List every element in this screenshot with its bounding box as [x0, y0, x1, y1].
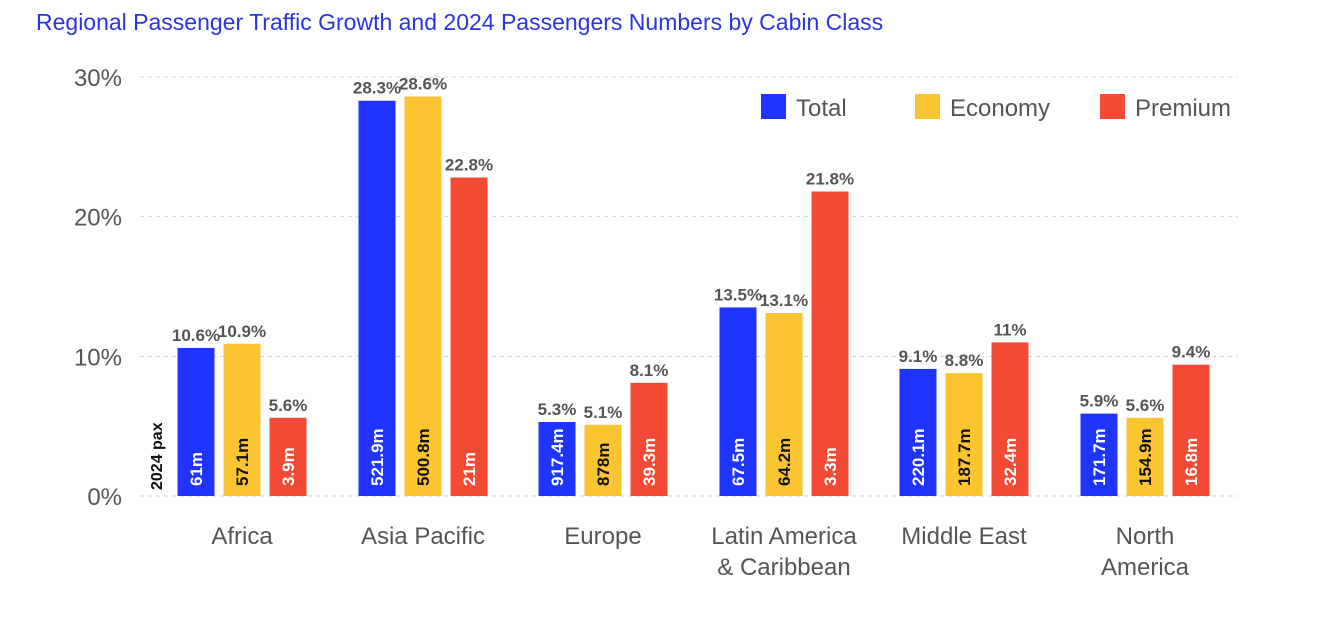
bar-premium: [630, 382, 668, 496]
legend-label: Total: [796, 95, 847, 122]
legend-swatch: [915, 94, 940, 119]
gridlines: [140, 76, 1238, 497]
bar-premium: [450, 177, 488, 496]
y-tick-label: 30%: [74, 65, 122, 92]
x-tick-label: Africa: [211, 523, 273, 550]
x-tick-label: Europe: [564, 523, 641, 550]
pax-label: 16.8m: [1182, 438, 1201, 486]
data-label: 9.1%: [899, 347, 938, 366]
data-label: 28.6%: [399, 75, 447, 94]
bar-group: 9.1% 220.1m 8.8% 187.7m 11% 32.4m: [899, 320, 1029, 496]
chart-title: Regional Passenger Traffic Growth and 20…: [36, 9, 884, 35]
data-label: 28.3%: [353, 79, 401, 98]
pax-label: 3.9m: [279, 447, 298, 486]
bar-group: 28.3% 521.9m 28.6% 500.8m 22.8% 21m: [353, 75, 493, 496]
data-label: 11%: [993, 320, 1026, 339]
pax-axis-label: 2024 pax: [149, 422, 166, 490]
pax-label: 21m: [460, 452, 479, 486]
pax-label: 39.3m: [640, 438, 659, 486]
bar-group: 10.6% 61m 10.9% 57.1m 5.6% 3.9m: [172, 322, 307, 496]
data-label: 22.8%: [445, 156, 493, 175]
legend-item-total: Total: [761, 94, 847, 122]
data-label: 8.8%: [945, 351, 984, 370]
pax-label: 220.1m: [909, 428, 928, 486]
legend-item-economy: Economy: [915, 94, 1050, 122]
data-label: 21.8%: [806, 170, 854, 189]
bar-total: [358, 100, 396, 496]
data-label: 13.5%: [714, 285, 762, 304]
legend-label: Premium: [1135, 95, 1231, 122]
data-label: 5.1%: [584, 403, 623, 422]
pax-label: 154.9m: [1136, 428, 1155, 486]
bar-premium: [269, 417, 307, 496]
pax-label: 57.1m: [233, 438, 252, 486]
bar-total: [899, 368, 937, 496]
bar-economy: [223, 343, 261, 496]
data-label: 10.6%: [172, 326, 220, 345]
x-tick-label: Asia Pacific: [361, 523, 485, 550]
bar-economy: [584, 424, 622, 496]
bar-group: 13.5% 67.5m 13.1% 64.2m 21.8% 3.3m: [714, 170, 854, 496]
data-label: 5.6%: [1126, 396, 1165, 415]
y-axis-ticks: 0% 10% 20% 30%: [74, 65, 122, 511]
x-axis-categories: Africa Asia Pacific Europe Latin America & C…: [211, 523, 1189, 581]
bar-premium: [1172, 364, 1210, 496]
pax-label: 171.7m: [1090, 428, 1109, 486]
y-tick-label: 20%: [74, 205, 122, 232]
data-label: 8.1%: [630, 361, 669, 380]
bar-economy: [404, 96, 442, 496]
data-label: 5.6%: [269, 396, 308, 415]
y-tick-label: 0%: [87, 484, 122, 511]
pax-label: 64.2m: [775, 438, 794, 486]
pax-label: 61m: [187, 452, 206, 486]
x-tick-label: America: [1101, 554, 1190, 581]
data-label: 9.4%: [1172, 343, 1211, 362]
bar-total: [538, 421, 576, 496]
bar-premium: [811, 191, 849, 496]
data-label: 10.9%: [218, 322, 266, 341]
data-label: 5.9%: [1080, 392, 1119, 411]
data-label: 5.3%: [538, 400, 577, 419]
legend-label: Economy: [950, 95, 1050, 122]
legend: Total Economy Premium: [761, 94, 1231, 122]
x-tick-label: Latin America: [711, 523, 857, 550]
bar-total: [719, 307, 757, 496]
bar-economy: [1126, 417, 1164, 496]
pax-label: 67.5m: [729, 438, 748, 486]
bar-economy: [765, 313, 803, 496]
pax-label: 917.4m: [548, 428, 567, 486]
legend-swatch: [761, 94, 786, 119]
bars: 10.6%61m10.9%57.1m5.6%3.9m28.3%521.9m28.…: [149, 75, 1210, 496]
pax-label: 187.7m: [955, 428, 974, 486]
pax-label: 878m: [594, 443, 613, 486]
bar-total: [1080, 413, 1118, 496]
bar-group: 5.9% 171.7m 5.6% 154.9m 9.4% 16.8m: [1080, 343, 1211, 496]
pax-label: 32.4m: [1001, 438, 1020, 486]
legend-swatch: [1100, 94, 1125, 119]
x-tick-label: & Caribbean: [717, 554, 850, 581]
bar-economy: [945, 373, 983, 496]
pax-label: 521.9m: [368, 428, 387, 486]
pax-label: 500.8m: [414, 428, 433, 486]
bar-group: 5.3% 917.4m 5.1% 878m 8.1% 39.3m: [538, 361, 669, 496]
x-tick-label: North: [1116, 523, 1175, 550]
pax-label: 3.3m: [821, 447, 840, 486]
data-label: 13.1%: [760, 291, 808, 310]
legend-item-premium: Premium: [1100, 94, 1231, 122]
bar-premium: [991, 342, 1029, 496]
x-tick-label: Middle East: [901, 523, 1027, 550]
y-tick-label: 10%: [74, 344, 122, 371]
bar-total: [177, 347, 215, 496]
